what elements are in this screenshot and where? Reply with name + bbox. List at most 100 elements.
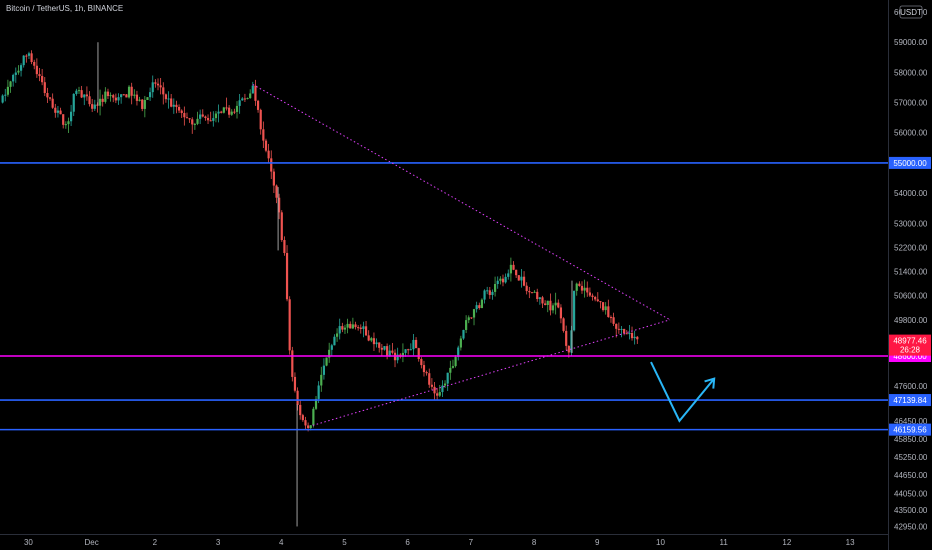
candle-body — [436, 393, 439, 396]
candle-body — [446, 372, 449, 384]
candle-body — [383, 346, 386, 350]
candle-body — [120, 94, 123, 98]
candle-body — [201, 114, 204, 117]
candle-body — [420, 359, 423, 366]
candle-body — [333, 336, 336, 346]
candle-body — [572, 290, 576, 331]
candle-body — [549, 300, 552, 311]
candle-body — [293, 376, 297, 391]
candle-body — [64, 124, 67, 126]
candle-body — [567, 345, 570, 353]
candle-body — [386, 346, 389, 356]
candle-body — [12, 74, 15, 82]
candle-body — [43, 82, 46, 93]
x-tick-label: 8 — [532, 538, 537, 547]
candle-body — [504, 276, 507, 283]
x-tick-label: 2 — [153, 538, 158, 547]
candle-body — [25, 55, 28, 57]
candle-body — [407, 349, 410, 351]
candle-body — [562, 318, 565, 331]
candle-body — [370, 338, 373, 341]
y-tick-label: 50600.00 — [894, 292, 928, 301]
candle-body — [528, 291, 531, 293]
candle-body — [185, 117, 189, 119]
candle-body — [30, 53, 33, 62]
candle-body — [433, 386, 436, 394]
candle-body — [104, 91, 107, 102]
candle-body — [235, 105, 239, 112]
candle-body — [138, 99, 141, 101]
candle-body — [212, 118, 215, 121]
candle-body — [320, 374, 323, 386]
candle-body — [14, 72, 17, 75]
currency-badge[interactable] — [899, 5, 923, 19]
candle-body — [557, 302, 560, 308]
candle-body — [278, 197, 281, 213]
candle-body — [264, 140, 268, 151]
candle-body — [454, 356, 457, 367]
x-tick-label: 13 — [846, 538, 855, 547]
candle-body — [67, 121, 70, 125]
candle-body — [259, 109, 262, 130]
candle-body — [388, 350, 391, 356]
candle-body — [596, 299, 599, 302]
candle-body — [114, 97, 117, 101]
x-tick-label: Dec — [85, 538, 99, 547]
candle-body — [546, 300, 549, 305]
candle-body — [83, 94, 86, 98]
candle-body — [512, 264, 515, 270]
candle-body — [206, 118, 210, 121]
candle-body — [430, 384, 433, 387]
y-tick-label: 51400.00 — [894, 268, 928, 277]
candle-body — [270, 158, 273, 172]
candle-body — [117, 97, 120, 101]
candle-body — [499, 278, 502, 281]
y-tick-label: 54000.00 — [894, 189, 928, 198]
candle-body — [457, 347, 460, 357]
trendline-upper[interactable] — [252, 84, 671, 321]
candle-body — [449, 367, 452, 373]
candle-body — [630, 333, 634, 339]
candle-body — [554, 302, 557, 306]
y-tick-label: 45850.00 — [894, 435, 928, 444]
candle-body — [283, 240, 286, 253]
time-axis[interactable]: 30 Dec 2 3 4 5 6 7 8 9 10 11 12 13 — [0, 534, 888, 548]
candle-body — [404, 349, 407, 353]
candle-body — [530, 292, 534, 294]
candle-body — [364, 326, 368, 336]
projection-path[interactable] — [650, 361, 715, 423]
candle-body — [465, 320, 468, 330]
chart-title: Bitcoin / TetherUS, 1h, BINANCE — [6, 4, 124, 13]
x-tick-label: 6 — [405, 538, 410, 547]
candle-body — [241, 98, 244, 101]
y-tick-label: 58000.00 — [894, 68, 928, 77]
candle-body — [301, 415, 304, 421]
candle-body — [93, 104, 96, 109]
candle-body — [41, 76, 44, 83]
candle-body — [349, 323, 352, 329]
candle-body — [249, 93, 252, 99]
candle-body — [583, 287, 586, 291]
price-axis[interactable]: 60000.0059000.0058000.0057000.0056000.00… — [888, 0, 928, 550]
level-tag-label: 55000.00 — [893, 159, 927, 168]
candle-body — [233, 111, 236, 113]
candle-body — [167, 98, 170, 100]
candle-body — [428, 373, 431, 385]
candle-body — [599, 301, 602, 303]
candle-body — [359, 327, 362, 329]
candle-body — [544, 303, 547, 305]
candle-body — [617, 328, 620, 330]
candle-body — [478, 305, 481, 309]
candle-body — [488, 290, 491, 295]
y-tick-label: 44050.00 — [894, 489, 928, 498]
candle-body — [346, 323, 349, 328]
candle-body — [623, 328, 626, 334]
candle-body — [143, 99, 146, 109]
candle-body — [501, 278, 505, 283]
y-tick-label: 59000.00 — [894, 38, 928, 47]
candle-body — [375, 342, 378, 345]
candle-body — [414, 339, 418, 349]
candle-body — [357, 327, 360, 329]
candle-body — [256, 100, 260, 110]
